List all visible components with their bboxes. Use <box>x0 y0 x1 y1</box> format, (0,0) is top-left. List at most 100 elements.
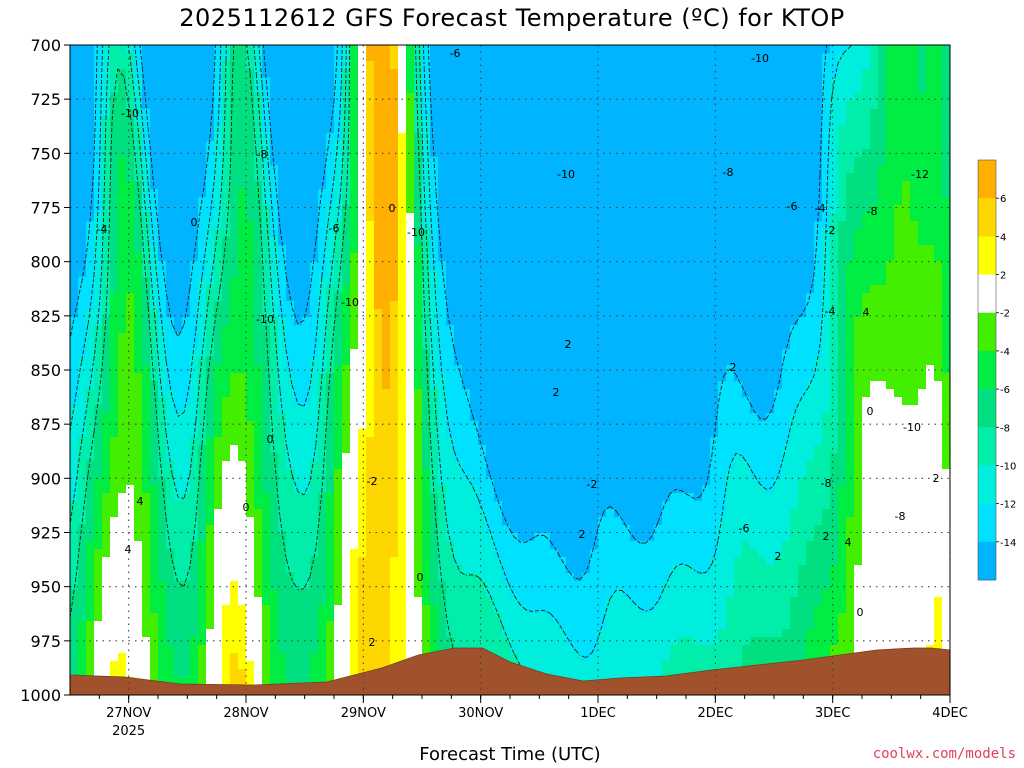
temperature-cell <box>494 429 503 438</box>
temperature-cell <box>158 461 167 470</box>
temperature-cell <box>214 141 223 150</box>
temperature-cell <box>198 237 207 246</box>
temperature-cell <box>334 357 343 366</box>
temperature-cell <box>390 269 399 278</box>
temperature-cell <box>158 373 167 382</box>
temperature-cell <box>254 661 263 670</box>
temperature-cell <box>270 245 279 254</box>
temperature-cell <box>110 317 119 326</box>
temperature-cell <box>206 389 215 398</box>
temperature-cell <box>414 421 423 430</box>
temperature-cell <box>78 461 87 470</box>
temperature-cell <box>246 173 255 182</box>
temperature-cell <box>262 485 271 494</box>
temperature-cell <box>126 533 135 542</box>
temperature-cell <box>342 389 351 398</box>
temperature-cell <box>486 397 495 406</box>
temperature-cell <box>142 501 151 510</box>
temperature-cell <box>86 621 95 630</box>
temperature-cell <box>254 125 263 134</box>
temperature-cell <box>334 61 343 70</box>
temperature-cell <box>398 69 407 78</box>
temperature-cell <box>102 413 111 422</box>
temperature-cell <box>230 77 239 86</box>
temperature-cell <box>254 45 263 54</box>
temperature-cell <box>270 677 279 686</box>
temperature-cell <box>390 565 399 574</box>
temperature-cell <box>86 109 95 118</box>
temperature-cell <box>118 173 127 182</box>
temperature-cell <box>118 589 127 598</box>
temperature-cell <box>270 69 279 78</box>
temperature-cell <box>270 637 279 646</box>
temperature-cell <box>134 317 143 326</box>
temperature-cell <box>118 77 127 86</box>
temperature-cell <box>230 397 239 406</box>
temperature-cell <box>246 525 255 534</box>
temperature-cell <box>190 365 199 374</box>
temperature-cell <box>534 213 543 222</box>
temperature-cell <box>406 541 415 550</box>
temperature-cell <box>390 477 399 486</box>
temperature-cell <box>406 421 415 430</box>
temperature-cell <box>278 557 287 566</box>
temperature-cell <box>142 165 151 174</box>
temperature-cell <box>382 373 391 382</box>
temperature-cell <box>542 85 551 94</box>
temperature-cell <box>142 365 151 374</box>
temperature-cell <box>470 333 479 342</box>
temperature-cell <box>214 381 223 390</box>
temperature-cell <box>302 157 311 166</box>
temperature-cell <box>254 205 263 214</box>
temperature-cell <box>118 189 127 198</box>
temperature-cell <box>470 405 479 414</box>
temperature-cell <box>302 301 311 310</box>
temperature-cell <box>462 325 471 334</box>
temperature-cell <box>254 117 263 126</box>
temperature-cell <box>294 357 303 366</box>
temperature-cell <box>382 581 391 590</box>
temperature-cell <box>462 173 471 182</box>
temperature-cell <box>406 381 415 390</box>
temperature-cell <box>334 493 343 502</box>
temperature-cell <box>238 629 247 638</box>
temperature-cell <box>350 373 359 382</box>
temperature-cell <box>406 181 415 190</box>
temperature-cell <box>438 517 447 526</box>
temperature-cell <box>550 357 559 366</box>
temperature-cell <box>166 405 175 414</box>
temperature-cell <box>486 213 495 222</box>
temperature-cell <box>150 557 159 566</box>
temperature-cell <box>326 69 335 78</box>
temperature-cell <box>470 621 479 630</box>
temperature-cell <box>214 77 223 86</box>
temperature-cell <box>230 645 239 654</box>
temperature-cell <box>214 133 223 142</box>
temperature-cell <box>142 309 151 318</box>
temperature-cell <box>270 525 279 534</box>
temperature-cell <box>270 485 279 494</box>
temperature-cell <box>350 485 359 494</box>
temperature-cell <box>102 165 111 174</box>
temperature-cell <box>374 285 383 294</box>
temperature-cell <box>158 541 167 550</box>
temperature-cell <box>174 173 183 182</box>
temperature-cell <box>414 301 423 310</box>
temperature-cell <box>286 333 295 342</box>
temperature-cell <box>390 525 399 534</box>
temperature-cell <box>486 53 495 62</box>
temperature-cell <box>206 285 215 294</box>
temperature-cell <box>166 237 175 246</box>
temperature-cell <box>454 261 463 270</box>
temperature-cell <box>214 413 223 422</box>
temperature-cell <box>190 605 199 614</box>
temperature-cell <box>462 285 471 294</box>
temperature-cell <box>526 357 535 366</box>
temperature-cell <box>326 77 335 86</box>
temperature-cell <box>342 477 351 486</box>
temperature-cell <box>470 437 479 446</box>
temperature-cell <box>102 213 111 222</box>
temperature-cell <box>470 101 479 110</box>
temperature-cell <box>118 301 127 310</box>
temperature-cell <box>126 277 135 286</box>
